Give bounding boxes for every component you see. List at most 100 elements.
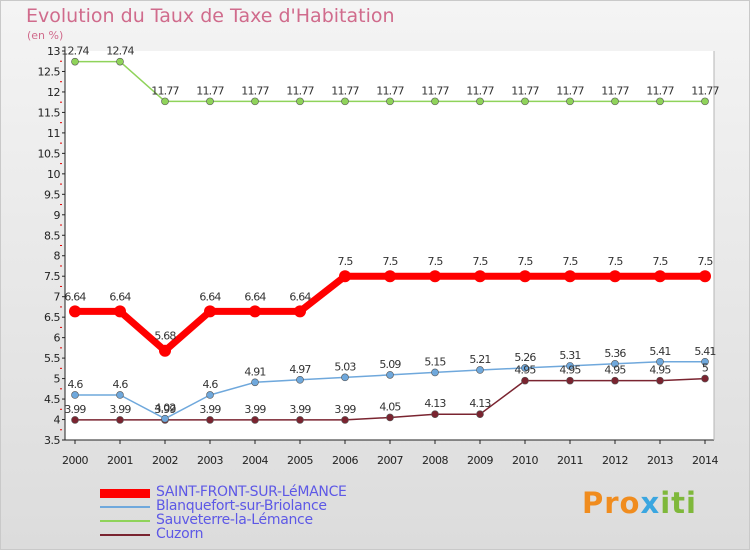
data-point [474, 270, 486, 283]
data-label: 5.36 [604, 347, 626, 360]
data-point [476, 366, 484, 374]
data-label: 6.64 [199, 290, 221, 303]
data-label: 6.64 [64, 290, 86, 303]
data-label: 7.5 [697, 255, 713, 268]
data-point [341, 97, 349, 106]
y-tick-label: 7 [54, 291, 61, 304]
data-label: 11.77 [691, 84, 719, 97]
data-label: 11.77 [196, 84, 224, 97]
data-point [206, 416, 214, 424]
data-point [701, 97, 709, 106]
data-point [251, 378, 259, 387]
data-point [476, 97, 484, 106]
y-tick-label: 6 [54, 332, 61, 345]
y-tick-label: 10.5 [38, 147, 61, 160]
data-point [386, 97, 394, 106]
data-point [161, 414, 169, 423]
data-point [249, 305, 261, 318]
data-point [204, 305, 216, 318]
data-label: 7.5 [517, 255, 533, 268]
x-tick-label: 2006 [332, 454, 358, 467]
chart-title: Evolution du Taux de Taxe d'Habitation [26, 5, 395, 27]
data-label: 7.5 [472, 255, 488, 268]
proxiti-logo: Proxiti [582, 486, 697, 520]
data-point [116, 391, 124, 399]
data-point [114, 305, 126, 318]
data-label: 5.31 [559, 349, 580, 362]
data-label: 4.05 [379, 400, 401, 413]
data-point [521, 376, 529, 385]
logo-part-2: x [640, 486, 661, 520]
data-point [611, 360, 619, 368]
y-tick-label: 12.5 [38, 65, 61, 78]
y-tick-label: 8.5 [44, 229, 60, 242]
logo-part-1: Pro [582, 486, 641, 520]
data-label: 4.6 [67, 378, 83, 391]
data-label: 11.77 [601, 84, 629, 97]
data-label: 12.74 [106, 45, 134, 58]
data-point [521, 97, 529, 106]
data-label: 7.5 [607, 255, 623, 268]
data-label: 5.41 [694, 345, 715, 358]
data-point [251, 416, 259, 424]
data-label: 11.77 [646, 84, 674, 97]
data-point [654, 270, 666, 283]
x-tick-label: 2005 [287, 454, 313, 467]
data-point [294, 305, 306, 318]
data-point [566, 376, 574, 385]
legend-label: SAINT-FRONT-SUR-LéMANCE [156, 484, 347, 500]
data-label: 4.97 [289, 363, 311, 376]
y-tick-label: 6.5 [44, 311, 60, 324]
legend-label: Blanquefort-sur-Briolance [156, 498, 327, 514]
data-point [611, 376, 619, 385]
data-label: 7.5 [652, 255, 668, 268]
data-point [656, 97, 664, 106]
y-tick-label: 5.5 [44, 352, 60, 365]
y-tick-label: 3.5 [44, 434, 60, 447]
x-tick-label: 2010 [512, 454, 538, 467]
x-tick-label: 2000 [62, 454, 88, 467]
data-label: 11.77 [331, 84, 359, 97]
legend-swatch [100, 488, 150, 498]
x-tick-label: 2009 [467, 454, 493, 467]
data-point [431, 410, 439, 419]
data-point [71, 416, 79, 424]
data-label: 7.5 [382, 255, 398, 268]
data-point [699, 270, 711, 283]
data-label: 5.68 [154, 330, 176, 343]
data-label: 11.77 [286, 84, 314, 97]
data-point [159, 344, 171, 357]
data-label: 6.64 [109, 290, 131, 303]
y-unit-label: (en %) [27, 29, 64, 42]
data-point [69, 305, 81, 318]
data-label: 3.99 [289, 403, 311, 416]
data-label: 11.77 [511, 84, 539, 97]
data-point [611, 97, 619, 106]
data-label: 5.15 [424, 355, 446, 368]
data-point [116, 416, 124, 424]
data-label: 5.21 [469, 353, 490, 366]
data-label: 3.99 [244, 403, 266, 416]
data-point [519, 270, 531, 283]
data-point [431, 368, 439, 377]
x-tick-label: 2002 [152, 454, 178, 467]
data-point [384, 270, 396, 283]
legend-swatch [100, 520, 150, 522]
data-point [251, 97, 259, 106]
data-label: 11.77 [151, 84, 179, 97]
y-tick-label: 4 [54, 414, 61, 427]
legend-label: Sauveterre-la-Lémance [156, 512, 313, 528]
data-point [656, 376, 664, 385]
x-tick-label: 2011 [557, 454, 583, 467]
data-label: 4.02 [154, 402, 175, 415]
data-label: 3.99 [199, 403, 221, 416]
y-tick-label: 10 [47, 168, 60, 181]
data-label: 4.91 [244, 365, 265, 378]
y-tick-label: 13 [47, 45, 60, 58]
data-label: 3.99 [334, 403, 356, 416]
data-label: 11.77 [556, 84, 584, 97]
data-label: 11.77 [376, 84, 404, 97]
data-point [431, 97, 439, 106]
data-label: 4.6 [112, 378, 128, 391]
